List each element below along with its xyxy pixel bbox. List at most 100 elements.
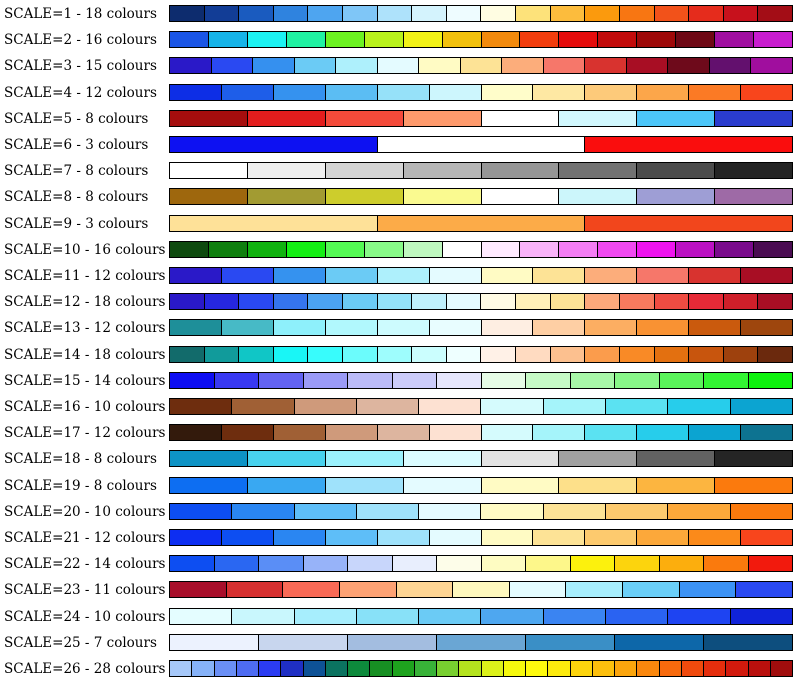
colour-bar [169,31,793,49]
colour-swatch [585,320,638,336]
colour-swatch [259,556,304,572]
colour-swatch [615,661,638,676]
colour-swatch [273,268,326,283]
colour-swatch [754,241,792,257]
colour-swatch [170,58,212,74]
colour-swatch [559,477,638,493]
scale-row: SCALE=16 - 10 colours [0,397,801,417]
colour-swatch [559,241,599,257]
colour-bar [169,529,793,546]
colour-swatch [481,268,534,283]
colour-swatch [754,32,792,48]
colour-swatch [343,6,378,21]
colour-swatch [392,556,437,572]
colour-swatch [715,189,792,205]
colour-swatch [446,346,482,362]
scale-label: SCALE=9 - 3 colours [4,215,149,232]
colour-swatch [170,163,248,179]
colour-swatch [481,32,521,48]
colour-swatch [377,58,420,74]
scale-row: SCALE=15 - 14 colours [0,371,801,391]
colour-swatch [370,661,393,676]
colour-swatch [429,320,482,336]
colour-swatch [403,163,482,179]
colour-swatch [559,32,599,48]
colour-swatch [226,582,284,598]
colour-swatch [723,6,759,21]
colour-swatch [239,6,274,21]
colour-swatch [204,294,240,310]
scale-row: SCALE=2 - 16 colours [0,30,801,50]
colour-swatch [325,661,348,676]
colour-swatch [325,425,378,441]
colour-swatch [170,320,222,336]
colour-bar [169,83,793,101]
colour-swatch [585,6,620,21]
colour-swatch [481,189,560,205]
colour-swatch [585,84,638,100]
colour-swatch [412,346,447,362]
colour-swatch [221,84,274,100]
colour-swatch [437,556,482,572]
colour-swatch [668,399,731,414]
colour-swatch [377,530,430,545]
colour-swatch [192,661,215,676]
colour-swatch [343,294,378,310]
colour-swatch [204,6,240,21]
colour-swatch [403,32,443,48]
colour-swatch [419,399,482,414]
colour-swatch [533,84,586,100]
colour-swatch [170,137,378,152]
colour-swatch [526,634,615,650]
scale-row: SCALE=6 - 3 colours [0,135,801,155]
colour-swatch [442,241,482,257]
colour-swatch [377,268,430,283]
colour-swatch [170,582,227,598]
colour-swatch [170,110,248,126]
scale-label: SCALE=23 - 11 colours [4,582,166,599]
colour-bar [169,581,793,599]
colour-swatch [481,346,517,362]
colour-swatch [446,6,482,21]
scale-row: SCALE=20 - 10 colours [0,502,801,522]
scale-row: SCALE=10 - 16 colours [0,240,801,260]
colour-swatch [170,634,259,650]
colour-swatch [543,58,586,74]
colour-swatch [437,661,460,676]
colour-swatch [247,189,326,205]
colour-swatch [170,425,222,441]
scale-row: SCALE=5 - 8 colours [0,109,801,129]
colour-swatch [598,241,638,257]
colour-swatch [570,661,593,676]
colour-swatch [637,241,677,257]
colour-swatch [606,399,669,414]
colour-swatch [170,215,378,231]
colour-swatch [637,320,690,336]
colour-swatch [356,503,420,519]
colour-swatch [748,661,771,676]
colour-swatch [214,556,259,572]
colour-swatch [412,294,447,310]
colour-swatch [170,294,205,310]
colour-swatch [325,268,378,283]
colour-swatch [325,320,378,336]
colour-bar [169,5,793,22]
colour-swatch [419,58,461,74]
colour-swatch [303,372,348,388]
colour-swatch [619,346,655,362]
colour-swatch [460,58,503,74]
colour-swatch [283,582,340,598]
scale-row: SCALE=8 - 8 colours [0,187,801,207]
scale-label: SCALE=18 - 8 colours [4,451,157,468]
scale-row: SCALE=19 - 8 colours [0,476,801,496]
colour-swatch [637,32,677,48]
colour-swatch [232,608,295,624]
colour-swatch [377,137,586,152]
colour-swatch [637,451,716,467]
colour-bar [169,214,793,232]
scale-label: SCALE=7 - 8 colours [4,163,149,180]
colour-swatch [533,425,586,441]
colour-swatch [377,215,586,231]
colour-swatch [526,556,571,572]
colour-swatch [247,241,287,257]
